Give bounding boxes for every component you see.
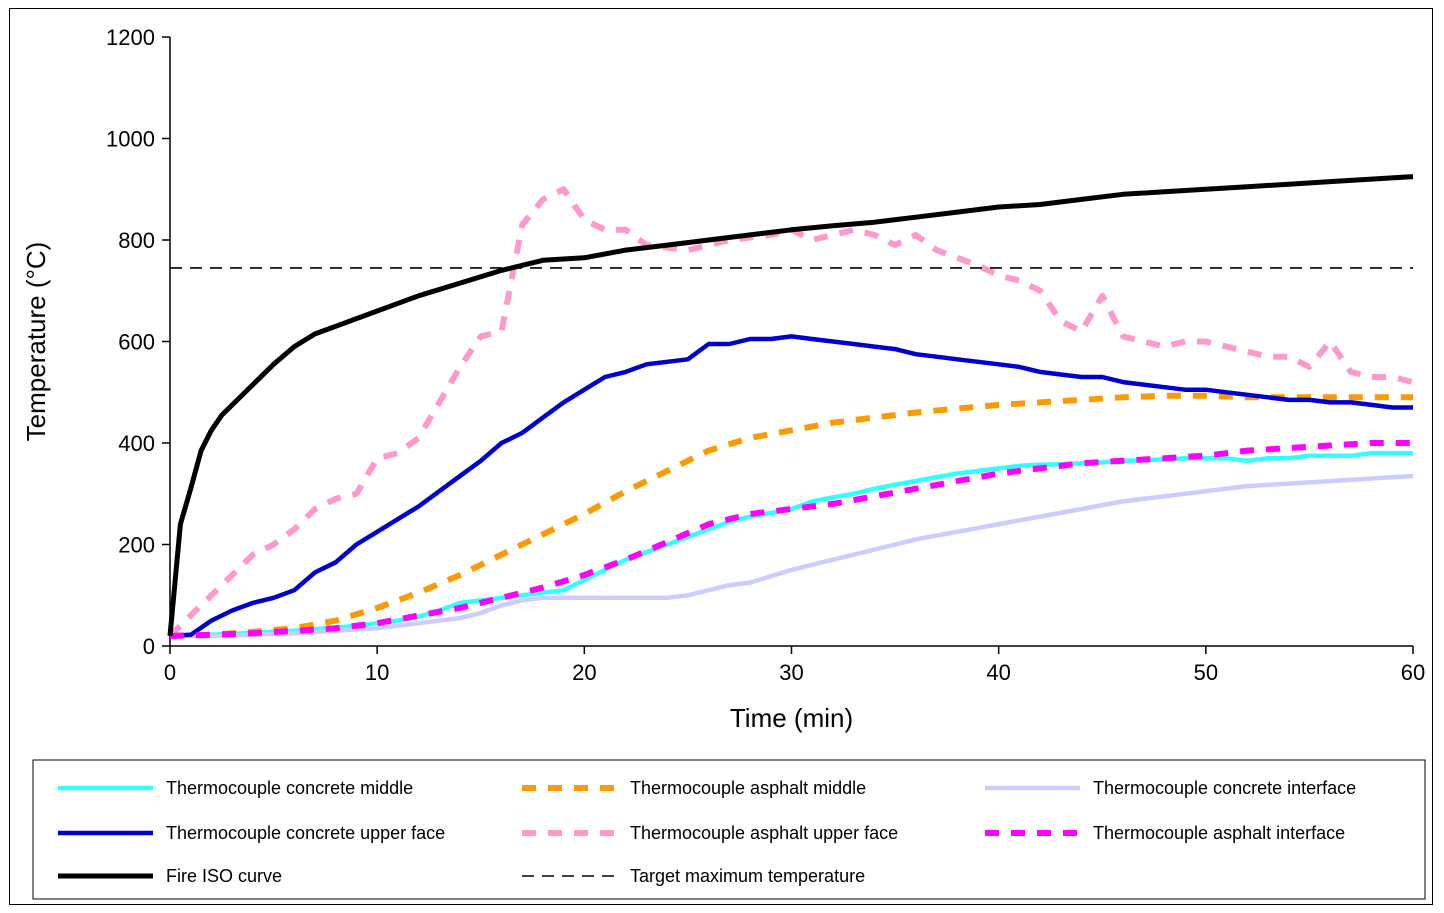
legend-label: Fire ISO curve bbox=[166, 866, 282, 886]
x-tick-label: 60 bbox=[1401, 660, 1425, 685]
y-tick-label: 1200 bbox=[106, 25, 155, 50]
series-line-thermocouple-concrete-interface bbox=[170, 473, 1414, 639]
x-axis-title: Time (min) bbox=[730, 703, 853, 733]
x-tick-label: 50 bbox=[1194, 660, 1218, 685]
legend-label: Thermocouple asphalt interface bbox=[1093, 823, 1345, 843]
legend-label: Target maximum temperature bbox=[630, 866, 865, 886]
legend-label: Thermocouple asphalt upper face bbox=[630, 823, 898, 843]
x-axis-ticks: 0 10 20 30 40 50 60 bbox=[164, 646, 1425, 685]
x-tick-label: 0 bbox=[164, 660, 176, 685]
y-tick-label: 600 bbox=[118, 330, 155, 355]
x-tick-label: 30 bbox=[779, 660, 803, 685]
y-axis-ticks: 0 200 400 600 800 1000 1200 bbox=[106, 25, 170, 659]
y-tick-label: 0 bbox=[143, 634, 155, 659]
y-tick-label: 400 bbox=[118, 431, 155, 456]
y-tick-label: 1000 bbox=[106, 127, 155, 152]
x-tick-label: 40 bbox=[986, 660, 1010, 685]
series-layer bbox=[167, 174, 1414, 639]
y-axis-title: Temperature (°C) bbox=[21, 242, 51, 442]
series-line-fire-iso-curve bbox=[167, 174, 1414, 637]
legend-label: Thermocouple asphalt middle bbox=[630, 778, 866, 798]
legend: Thermocouple concrete middle Thermocouple… bbox=[32, 759, 1426, 900]
series-line-thermocouple-asphalt-interface bbox=[169, 440, 1413, 639]
axes bbox=[169, 37, 1413, 647]
legend-label: Thermocouple concrete interface bbox=[1093, 778, 1356, 798]
legend-label: Thermocouple concrete upper face bbox=[166, 823, 445, 843]
series-line-thermocouple-concrete-upper-face bbox=[169, 334, 1413, 639]
x-tick-label: 20 bbox=[572, 660, 596, 685]
chart-frame bbox=[9, 8, 1433, 905]
series-line-thermocouple-asphalt-middle bbox=[169, 392, 1413, 639]
series-line-thermocouple-concrete-middle bbox=[170, 450, 1413, 639]
legend-label: Thermocouple concrete middle bbox=[166, 778, 413, 798]
x-tick-label: 10 bbox=[365, 660, 389, 685]
y-tick-label: 200 bbox=[118, 533, 155, 558]
legend-box bbox=[32, 759, 1426, 900]
y-tick-label: 800 bbox=[118, 228, 155, 253]
